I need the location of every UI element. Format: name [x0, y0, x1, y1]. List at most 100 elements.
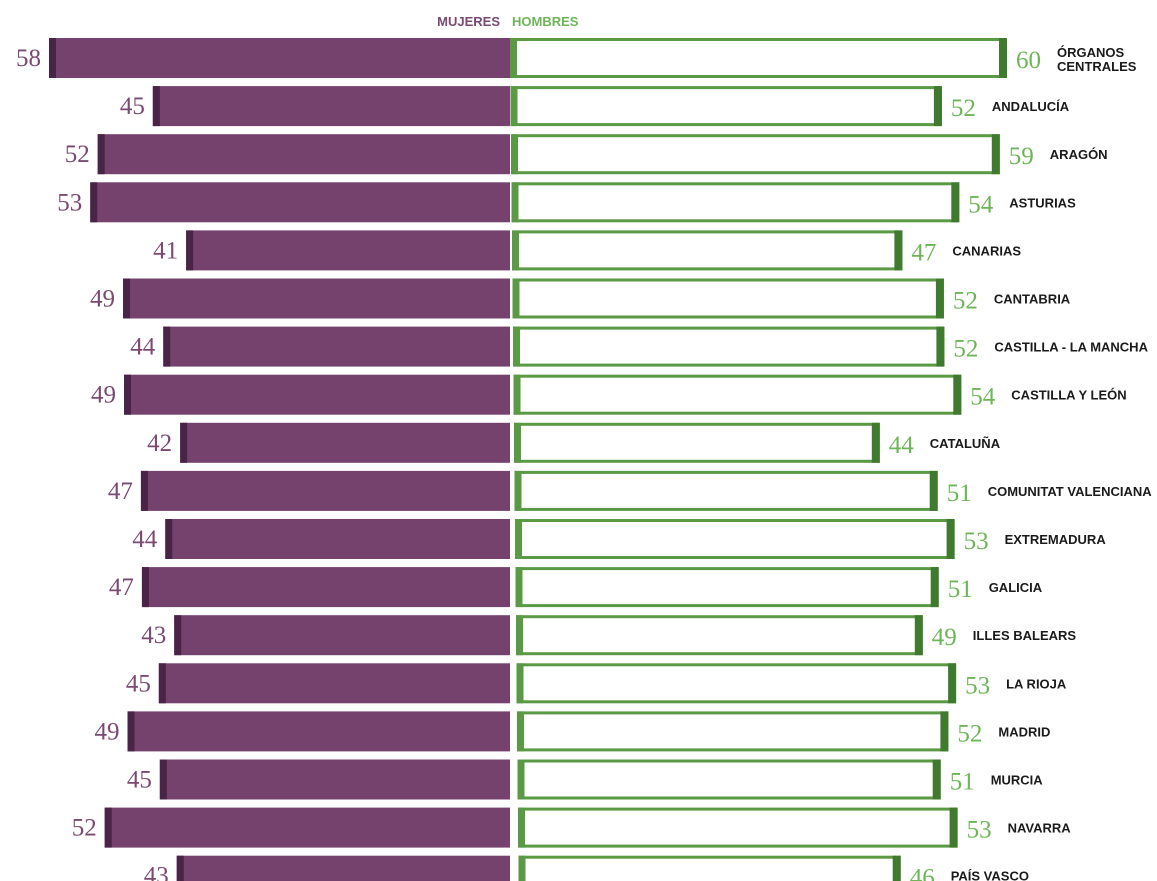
men-bar	[511, 182, 960, 223]
men-bar	[514, 470, 938, 511]
women-bar	[90, 182, 510, 223]
women-value-label: 53	[57, 189, 82, 216]
men-value-label: 52	[957, 720, 982, 747]
women-bar-edge	[159, 759, 167, 800]
men-value-label: 53	[967, 817, 992, 844]
men-bar-edge	[933, 86, 942, 127]
category-label: PAÍS VASCO	[951, 869, 1029, 881]
men-bar	[511, 134, 1000, 175]
men-bar-edge	[892, 855, 901, 881]
men-bar-edge	[949, 807, 958, 848]
men-bar	[510, 86, 942, 127]
women-value-label: 58	[16, 45, 41, 72]
category-label: LA RIOJA	[1006, 676, 1067, 691]
bar-row: 45 52 ANDALUCÍA	[120, 86, 1070, 127]
category-label: MURCIA	[991, 773, 1044, 788]
men-bar-edge	[951, 182, 960, 223]
bar-row: 47 51 GALICIA	[109, 567, 1043, 608]
women-bar	[104, 807, 511, 848]
legend-men: HOMBRES	[512, 14, 579, 29]
women-bar-edge	[186, 230, 194, 271]
bar-row: 52 59 ARAGÓN	[65, 134, 1108, 175]
bar-row: 47 51 COMUNITAT VALENCIANA	[108, 470, 1152, 511]
women-bar	[127, 711, 510, 752]
men-bar-inner-edge	[510, 38, 517, 78]
bar-row: 43 49 ILLES BALEARS	[141, 615, 1076, 656]
men-value-label: 51	[950, 769, 975, 796]
category-label: CASTILLA - LA MANCHA	[994, 340, 1148, 355]
women-bar	[97, 134, 511, 175]
men-bar	[518, 807, 958, 848]
men-bar-inner-edge	[513, 374, 521, 415]
men-bar-edge	[894, 230, 903, 271]
women-value-label: 49	[90, 286, 115, 313]
men-value-label: 60	[1016, 47, 1041, 74]
category-label: CANARIAS	[952, 243, 1021, 258]
men-bar	[517, 759, 941, 800]
men-bar-inner-edge	[516, 615, 523, 656]
bar-row: 53 54 ASTURIAS	[57, 182, 1076, 223]
women-bar	[49, 38, 510, 78]
women-bar-edge	[140, 470, 148, 511]
men-bar-edge	[871, 422, 880, 463]
bar-row: 49 54 CASTILLA Y LEÓN	[91, 374, 1127, 415]
men-bar	[517, 711, 949, 752]
bar-row: 45 51 MURCIA	[127, 759, 1044, 800]
category-label: MADRID	[998, 724, 1050, 739]
women-bar	[124, 374, 510, 415]
category-label: GALICIA	[989, 580, 1043, 595]
men-bar	[512, 278, 944, 319]
men-value-label: 52	[953, 336, 978, 363]
category-label: CENTRALES	[1057, 59, 1137, 74]
men-bar-edge	[999, 38, 1007, 78]
women-bar-edge	[174, 615, 182, 656]
category-label: ÓRGANOS	[1057, 45, 1125, 60]
men-value-label: 52	[951, 95, 976, 122]
men-bar-inner-edge	[517, 759, 525, 800]
men-value-label: 46	[910, 865, 935, 881]
men-bar	[516, 615, 923, 656]
women-value-label: 43	[144, 863, 169, 881]
category-label: CATALUÑA	[930, 436, 1001, 451]
men-bar-edge	[930, 567, 939, 608]
women-value-label: 43	[141, 622, 166, 649]
women-bar	[163, 326, 510, 367]
women-bar	[159, 759, 511, 800]
men-bar	[518, 855, 901, 881]
women-value-label: 44	[132, 526, 158, 553]
women-value-label: 45	[120, 93, 145, 120]
men-bar-inner-edge	[517, 711, 524, 752]
legend-women: MUJERES	[437, 14, 500, 29]
women-bar	[180, 422, 510, 463]
men-value-label: 49	[932, 624, 957, 651]
women-bar	[165, 519, 510, 559]
men-bar-edge	[914, 615, 923, 656]
women-bar-edge	[49, 38, 56, 78]
women-bar-edge	[104, 807, 112, 848]
men-value-label: 53	[965, 672, 990, 699]
men-bar	[514, 422, 880, 463]
men-bar	[512, 230, 903, 271]
bar-row: 42 44 CATALUÑA	[147, 422, 1001, 463]
women-value-label: 47	[108, 478, 133, 505]
category-label: ASTURIAS	[1009, 195, 1076, 210]
women-bar-edge	[152, 86, 160, 127]
men-bar-edge	[929, 470, 938, 511]
bar-row: 45 53 LA RIOJA	[126, 663, 1067, 704]
women-bar-edge	[123, 278, 131, 319]
women-value-label: 52	[72, 815, 97, 842]
women-bar	[158, 663, 511, 704]
men-bar-edge	[953, 374, 962, 415]
women-value-label: 42	[147, 430, 172, 457]
men-value-label: 52	[953, 288, 978, 315]
men-bar-inner-edge	[511, 134, 518, 175]
men-bar-inner-edge	[514, 470, 522, 511]
women-bar	[141, 567, 510, 608]
men-bar-inner-edge	[518, 807, 525, 848]
women-bar	[186, 230, 510, 271]
men-bar	[515, 519, 955, 559]
men-bar-edge	[936, 326, 945, 367]
bar-row: 41 47 CANARIAS	[153, 230, 1021, 271]
